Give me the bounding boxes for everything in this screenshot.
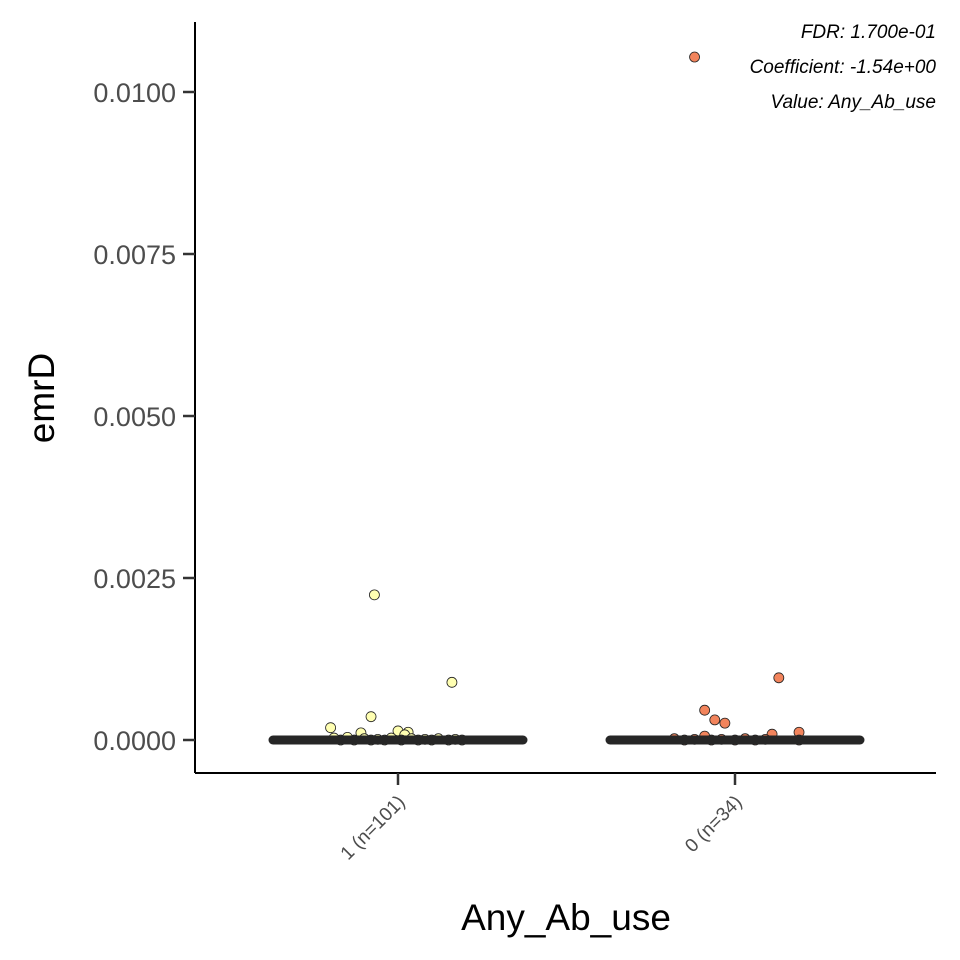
annotation-text: Coefficient: -1.54e+00	[750, 57, 937, 78]
y-tick-label: 0.0075	[93, 240, 176, 270]
x-tick-label: 1 (n=101)	[337, 792, 410, 865]
data-point	[365, 711, 377, 723]
data-point	[699, 704, 711, 716]
y-ticks: 0.0000 0.0025 0.0050 0.0075 0.0100	[93, 78, 195, 756]
y-tick-label: 0.0050	[93, 402, 176, 432]
x-ticks: 1 (n=101) 0 (n=34)	[337, 773, 747, 864]
data-point	[325, 722, 337, 734]
annotation-text: Value: Any_Ab_use	[771, 92, 937, 113]
data-point	[719, 717, 731, 729]
annotation-text: FDR: 1.700e-01	[801, 22, 936, 43]
plot-area	[268, 51, 865, 746]
data-point	[369, 589, 380, 601]
data-point	[773, 672, 785, 684]
y-axis-title: emrD	[21, 353, 62, 443]
data-point	[709, 714, 721, 726]
data-point	[446, 676, 458, 688]
x-axis-title: Any_Ab_use	[461, 897, 671, 938]
annotations: FDR: 1.700e-01 Coefficient: -1.54e+00 Valu…	[750, 22, 937, 113]
y-tick-label: 0.0000	[93, 726, 176, 756]
x-tick-label: 0 (n=34)	[681, 792, 746, 857]
data-point	[689, 51, 700, 63]
y-tick-label: 0.0100	[93, 78, 176, 108]
y-tick-label: 0.0025	[93, 564, 176, 594]
